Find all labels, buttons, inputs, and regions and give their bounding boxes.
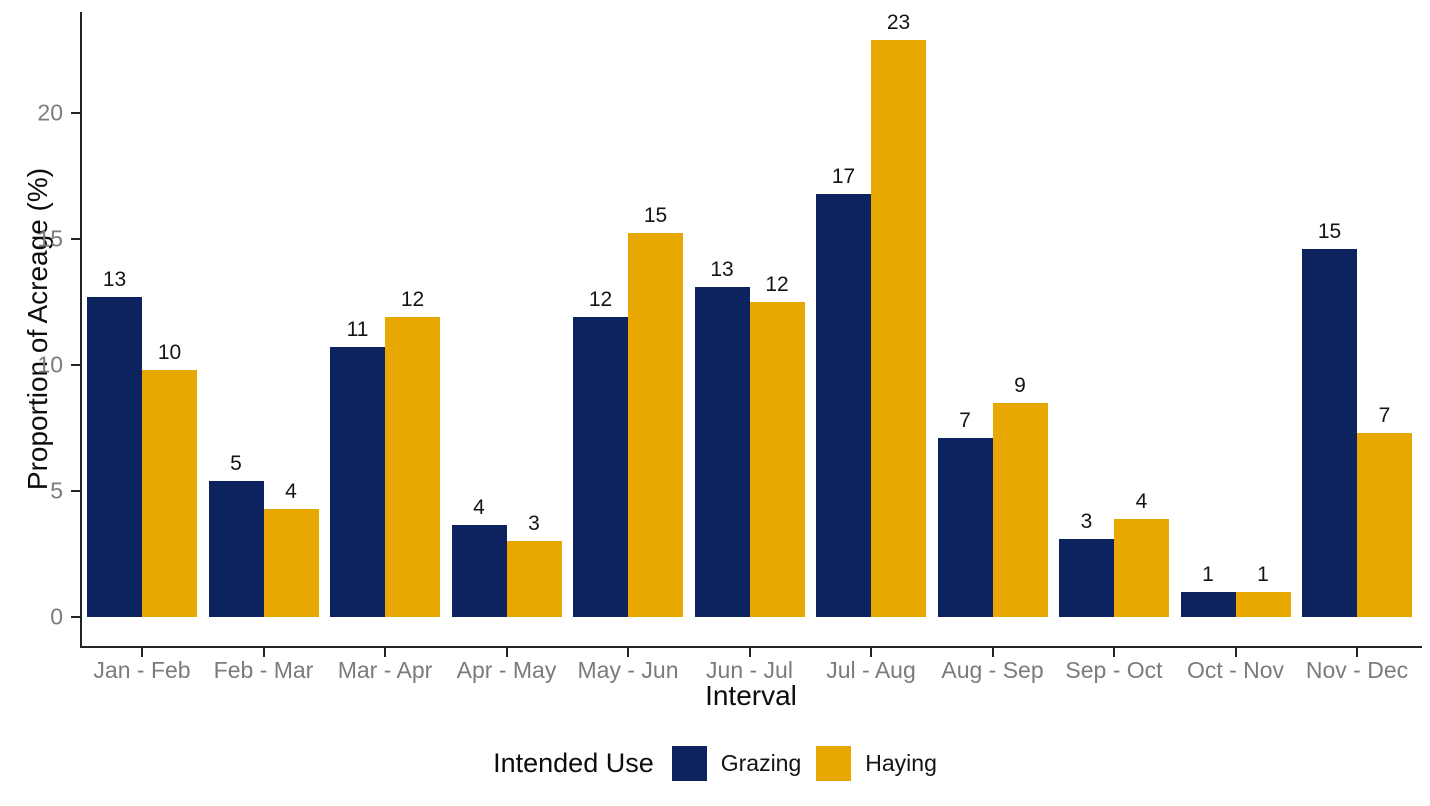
bar-value-label: 12 (765, 273, 789, 296)
x-tick-mark (384, 648, 386, 657)
x-tick-mark (505, 648, 508, 657)
x-tick-mark (627, 648, 629, 657)
bar-value-label: 15 (643, 204, 668, 227)
bar-haying (1357, 433, 1412, 617)
y-axis-line (80, 12, 82, 648)
x-tick-mark (262, 648, 265, 657)
y-tick-mark (71, 616, 80, 618)
x-tick-label: Mar - Apr (337, 657, 433, 683)
bar-haying (628, 233, 683, 617)
legend-item-label: Grazing (720, 749, 802, 776)
bar-grazing (816, 194, 871, 617)
y-tick-label: 0 (50, 603, 63, 630)
bar-value-label: 10 (157, 341, 182, 364)
bar-haying (506, 541, 562, 617)
bar-value-label: 4 (1135, 490, 1148, 513)
bar-haying (142, 370, 197, 617)
bar-grazing (1180, 592, 1236, 617)
legend-swatch-haying (816, 745, 852, 781)
y-tick-label: 15 (37, 225, 63, 252)
bar-grazing (573, 317, 628, 617)
bar-haying (992, 403, 1048, 617)
x-axis-title: Interval (705, 680, 797, 711)
x-axis-line (80, 646, 1422, 648)
y-tick-mark (71, 364, 80, 366)
bar-haying (263, 509, 319, 617)
x-tick-label: Aug - Sep (941, 657, 1044, 683)
bar-grazing (937, 438, 993, 617)
bar-value-label: 1 (1202, 563, 1214, 586)
x-tick-label: May - Jun (577, 657, 679, 683)
x-tick-label: Jun - Jul (706, 657, 793, 683)
legend-items: Grazing Haying (671, 745, 937, 781)
bar-value-label: 3 (528, 512, 540, 535)
bar-value-label: 11 (346, 318, 369, 341)
x-tick-mark (748, 648, 751, 657)
bar-grazing (451, 525, 507, 617)
x-tick-mark (1113, 648, 1115, 657)
x-tick-label: Sep - Oct (1065, 657, 1163, 683)
bar-grazing (1059, 539, 1114, 617)
y-tick-mark (71, 238, 80, 240)
legend: Intended Use Grazing Haying (0, 744, 1430, 782)
x-tick-mark (141, 648, 143, 657)
x-tick-label: Nov - Dec (1305, 657, 1409, 683)
bar-grazing (330, 347, 385, 617)
bar-value-label: 13 (102, 268, 127, 291)
legend-item-grazing: Grazing (671, 745, 802, 781)
legend-item-haying: Haying (816, 745, 937, 781)
y-axis-title: Proportion of Acreage (%) (22, 167, 53, 491)
bar-value-label: 9 (1014, 374, 1026, 397)
bar-grazing (1302, 249, 1357, 617)
x-tick-label: Jan - Feb (93, 657, 191, 683)
bar-haying (1114, 519, 1169, 617)
bar-value-label: 13 (710, 258, 734, 281)
x-tick-mark (991, 648, 994, 657)
bar-haying (871, 40, 926, 617)
bar-value-label: 4 (473, 496, 485, 519)
bar-haying (1235, 592, 1291, 617)
bar-value-label: 7 (959, 409, 971, 432)
bar-value-label: 1 (1257, 563, 1269, 586)
bar-value-label: 23 (886, 11, 911, 34)
y-tick-mark (71, 490, 80, 492)
legend-item-label: Haying (865, 749, 937, 776)
x-tick-label: Jul - Aug (826, 657, 916, 683)
x-tick-label: Feb - Mar (213, 657, 314, 683)
bar-value-label: 15 (1317, 220, 1342, 243)
legend-swatch-grazing (671, 745, 707, 781)
x-tick-label: Apr - May (456, 657, 557, 683)
x-tick-mark (870, 648, 872, 657)
bar-haying (749, 302, 805, 617)
bar-haying (385, 317, 440, 617)
y-tick-label: 10 (37, 351, 63, 378)
bar-grazing (208, 481, 264, 617)
x-tick-label: Oct - Nov (1186, 657, 1285, 683)
bar-value-label: 12 (588, 288, 613, 311)
bar-value-label: 4 (285, 480, 297, 503)
y-tick-label: 20 (37, 99, 63, 126)
bar-grazing (694, 287, 750, 617)
y-tick-label: 5 (50, 477, 63, 504)
legend-title: Intended Use (493, 748, 654, 778)
y-tick-mark (71, 112, 80, 114)
bar-value-label: 7 (1378, 404, 1391, 427)
x-tick-mark (1234, 648, 1237, 657)
x-tick-mark (1356, 648, 1358, 657)
bar-grazing (87, 297, 142, 617)
bar-value-label: 12 (400, 288, 425, 311)
bar-value-label: 5 (230, 452, 242, 475)
bar-value-label: 3 (1080, 510, 1093, 533)
bar-value-label: 17 (831, 165, 856, 188)
